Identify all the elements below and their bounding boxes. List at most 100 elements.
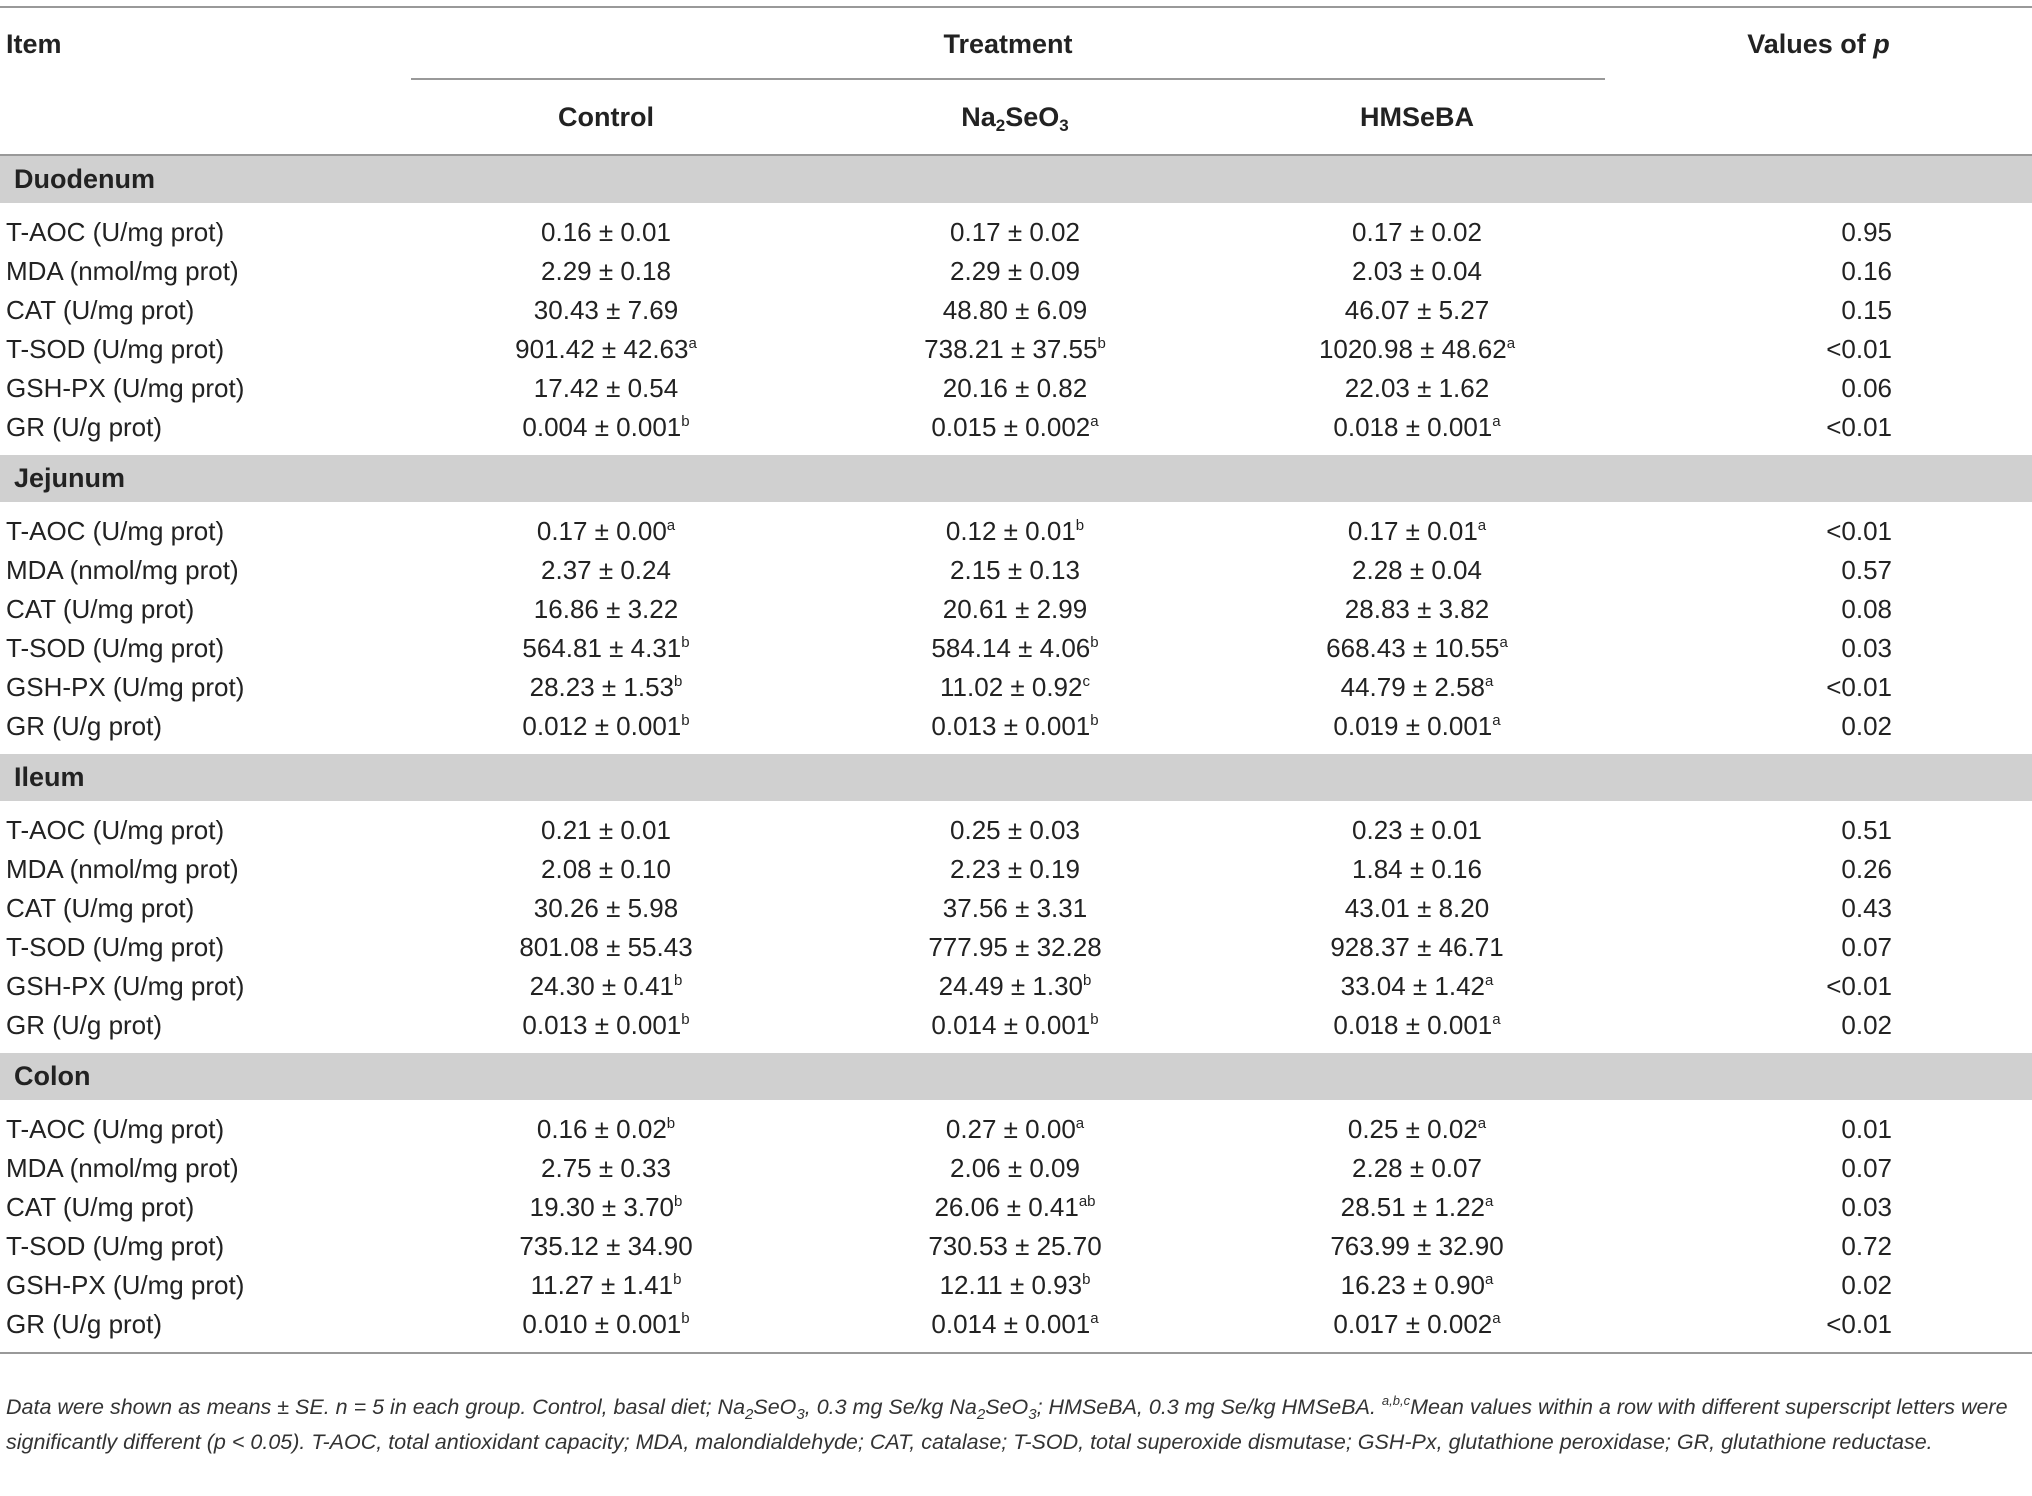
footnote-text: 3 <box>1028 1406 1037 1423</box>
value-cell: 763.99 ± 32.90 <box>1229 1227 1605 1266</box>
significance-letter: b <box>673 1271 682 1288</box>
value-text: 0.25 ± 0.03 <box>950 815 1080 845</box>
significance-letter: b <box>681 1310 690 1327</box>
header-cell: Na2SeO3 <box>801 80 1229 156</box>
value-cell: 2.29 ± 0.09 <box>801 252 1229 291</box>
footnote-text: 2 <box>745 1406 754 1423</box>
item-cell: GSH-PX (U/mg prot) <box>6 373 245 403</box>
header-cell: Control <box>411 80 801 156</box>
value-text: 16.86 ± 3.22 <box>533 594 679 624</box>
value-cell: 2.03 ± 0.04 <box>1229 252 1605 291</box>
value-text: 0.013 ± 0.001 <box>522 1010 682 1040</box>
header-cell <box>1605 80 2032 156</box>
value-cell: 22.03 ± 1.62 <box>1229 369 1605 408</box>
value-cell: 1.84 ± 0.16 <box>1229 850 1605 889</box>
value-text: 24.49 ± 1.30 <box>938 971 1084 1001</box>
item-cell: MDA (nmol/mg prot) <box>6 256 239 286</box>
value-text: 738.21 ± 37.55 <box>924 334 1098 364</box>
value-cell: 0.12 ± 0.01b <box>801 502 1229 551</box>
item-cell: GSH-PX (U/mg prot) <box>6 1270 245 1300</box>
significance-letter: a <box>1477 517 1487 534</box>
value-text: 564.81 ± 4.31 <box>522 633 682 663</box>
value-cell: 11.27 ± 1.41b <box>411 1266 801 1305</box>
p-value-cell: 0.03 <box>1841 633 1892 663</box>
value-cell: 0.16 ± 0.02b <box>411 1100 801 1149</box>
value-text: 0.21 ± 0.01 <box>541 815 671 845</box>
p-value-cell: <0.01 <box>1605 1305 2032 1354</box>
data-row: GSH-PX (U/mg prot) 24.30 ± 0.41b 24.49 ± 1… <box>0 967 2032 1006</box>
value-text: 11.27 ± 1.41 <box>530 1270 674 1300</box>
value-cell: 0.17 ± 0.01a <box>1229 502 1605 551</box>
p-value-cell: 0.07 <box>1841 1153 1892 1183</box>
significance-letter: a <box>1090 1310 1099 1327</box>
value-cell: 37.56 ± 3.31 <box>801 889 1229 928</box>
value-text: 28.23 ± 1.53 <box>529 672 675 702</box>
value-text: 2.28 ± 0.04 <box>1352 555 1482 585</box>
item-cell: T-AOC (U/mg prot) <box>6 516 225 546</box>
significance-letter: a <box>1485 972 1494 989</box>
footnote-text: Mean values within a row with different … <box>6 1395 2008 1454</box>
data-row: GSH-PX (U/mg prot) 11.27 ± 1.41b 12.11 ± 0… <box>0 1266 2032 1305</box>
item-cell: T-SOD (U/mg prot) <box>6 1231 225 1261</box>
p-value-cell: 0.51 <box>1841 815 1892 845</box>
value-cell: 2.06 ± 0.09 <box>801 1149 1229 1188</box>
header-row: Control Na2SeO3 HMSeBA <box>0 80 2032 156</box>
footnote-text: , 0.3 mg Se/kg Na <box>804 1395 977 1419</box>
value-cell: 2.15 ± 0.13 <box>801 551 1229 590</box>
value-text: 0.019 ± 0.001 <box>1333 711 1493 741</box>
value-cell: 901.42 ± 42.63a <box>411 330 801 369</box>
item-cell: MDA (nmol/mg prot) <box>6 555 239 585</box>
item-cell: GR (U/g prot) <box>6 1010 163 1040</box>
header-cell <box>0 80 411 156</box>
data-row: GR (U/g prot) 0.010 ± 0.001b 0.014 ± 0.001… <box>0 1305 2032 1354</box>
significance-letter: a <box>1485 1271 1494 1288</box>
value-text: 2.15 ± 0.13 <box>950 555 1080 585</box>
data-row: T-AOC (U/mg prot) 0.21 ± 0.01 0.25 ± 0.03 0… <box>0 801 2032 850</box>
data-row: T-AOC (U/mg prot) 0.17 ± 0.00a 0.12 ± 0.01… <box>0 502 2032 551</box>
value-cell: 0.012 ± 0.001b <box>411 707 801 754</box>
value-cell: 0.018 ± 0.001a <box>1229 1006 1605 1053</box>
significance-letter: b <box>1090 634 1099 651</box>
value-text: 43.01 ± 8.20 <box>1344 893 1490 923</box>
item-cell: GR (U/g prot) <box>6 711 163 741</box>
value-cell: 2.28 ± 0.07 <box>1229 1149 1605 1188</box>
value-text: 2.37 ± 0.24 <box>541 555 671 585</box>
section-name: Duodenum <box>0 155 2032 203</box>
item-cell: T-AOC (U/mg prot) <box>6 217 225 247</box>
data-row: CAT (U/mg prot) 19.30 ± 3.70b 26.06 ± 0.41… <box>0 1188 2032 1227</box>
value-cell: 738.21 ± 37.55b <box>801 330 1229 369</box>
value-cell: 0.25 ± 0.03 <box>801 801 1229 850</box>
value-text: 0.015 ± 0.002 <box>931 412 1091 442</box>
item-cell: GSH-PX (U/mg prot) <box>6 672 245 702</box>
value-cell: 928.37 ± 46.71 <box>1229 928 1605 967</box>
significance-letter: a <box>1492 1011 1501 1028</box>
value-cell: 28.51 ± 1.22a <box>1229 1188 1605 1227</box>
value-text: 0.17 ± 0.02 <box>1352 217 1482 247</box>
data-row: GR (U/g prot) 0.004 ± 0.001b 0.015 ± 0.002… <box>0 408 2032 455</box>
significance-letter: a <box>1499 634 1508 651</box>
significance-letter: b <box>1097 335 1106 352</box>
value-cell: 0.17 ± 0.00a <box>411 502 801 551</box>
header-cell: Item <box>0 6 411 80</box>
value-text: 37.56 ± 3.31 <box>942 893 1088 923</box>
data-row: CAT (U/mg prot) 16.86 ± 3.22 20.61 ± 2.99 2… <box>0 590 2032 629</box>
value-text: 0.018 ± 0.001 <box>1333 412 1493 442</box>
item-cell: T-SOD (U/mg prot) <box>6 633 225 663</box>
item-cell: CAT (U/mg prot) <box>6 893 195 923</box>
value-text: 44.79 ± 2.58 <box>1340 672 1486 702</box>
group-name: Control <box>558 101 654 132</box>
value-cell: 0.010 ± 0.001b <box>411 1305 801 1354</box>
group-name: 2 <box>995 115 1006 135</box>
p-value-cell: 0.02 <box>1841 1270 1892 1300</box>
value-cell: 24.30 ± 0.41b <box>411 967 801 1006</box>
value-cell: 0.013 ± 0.001b <box>801 707 1229 754</box>
value-text: 730.53 ± 25.70 <box>928 1231 1102 1261</box>
p-value-cell: 0.02 <box>1841 711 1892 741</box>
value-text: 777.95 ± 32.28 <box>928 932 1102 962</box>
p-value-cell: 0.02 <box>1841 1010 1892 1040</box>
value-text: 1020.98 ± 48.62 <box>1318 334 1507 364</box>
value-text: 19.30 ± 3.70 <box>529 1192 675 1222</box>
footnote-text: Data were shown as means ± SE. n = 5 in … <box>6 1395 746 1419</box>
value-cell: 0.015 ± 0.002a <box>801 408 1229 455</box>
value-cell: 564.81 ± 4.31b <box>411 629 801 668</box>
